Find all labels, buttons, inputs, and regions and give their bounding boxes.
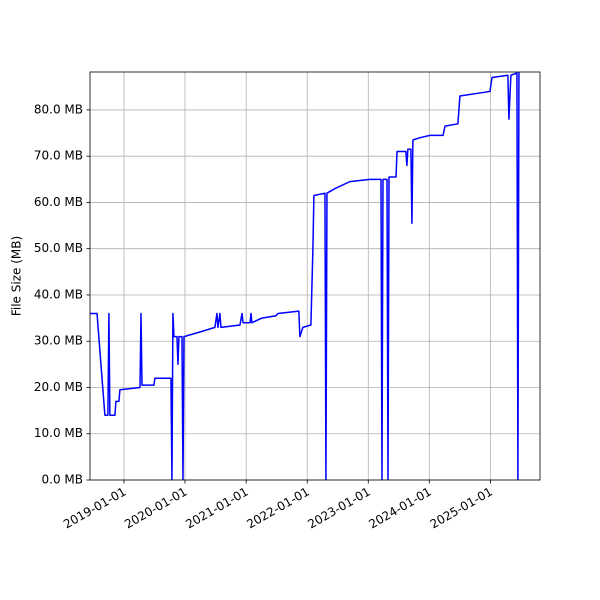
x-tick-label: 2019-01-01 [61, 484, 128, 531]
y-tick-label: 70.0 MB [34, 149, 83, 163]
x-tick-label: 2021-01-01 [183, 484, 250, 531]
x-tick-label: 2020-01-01 [122, 484, 189, 531]
x-tick-label: 2023-01-01 [305, 484, 372, 531]
y-tick-label: 0.0 MB [42, 473, 83, 487]
data-line [90, 71, 520, 480]
y-tick-label: 80.0 MB [34, 102, 83, 116]
y-tick-label: 30.0 MB [34, 334, 83, 348]
x-tick-label: 2024-01-01 [366, 484, 433, 531]
axes-frame [89, 71, 541, 481]
y-tick-label: 50.0 MB [34, 241, 83, 255]
y-axis-label: File Size (MB) [10, 236, 24, 316]
x-tick-label: 2025-01-01 [428, 484, 495, 531]
y-tick-label: 10.0 MB [34, 426, 83, 440]
y-tick-label: 20.0 MB [34, 380, 83, 394]
y-tick-label: 40.0 MB [34, 287, 83, 301]
y-tick-label: 60.0 MB [34, 195, 83, 209]
x-tick-label: 2022-01-01 [244, 484, 311, 531]
grid [90, 72, 540, 481]
